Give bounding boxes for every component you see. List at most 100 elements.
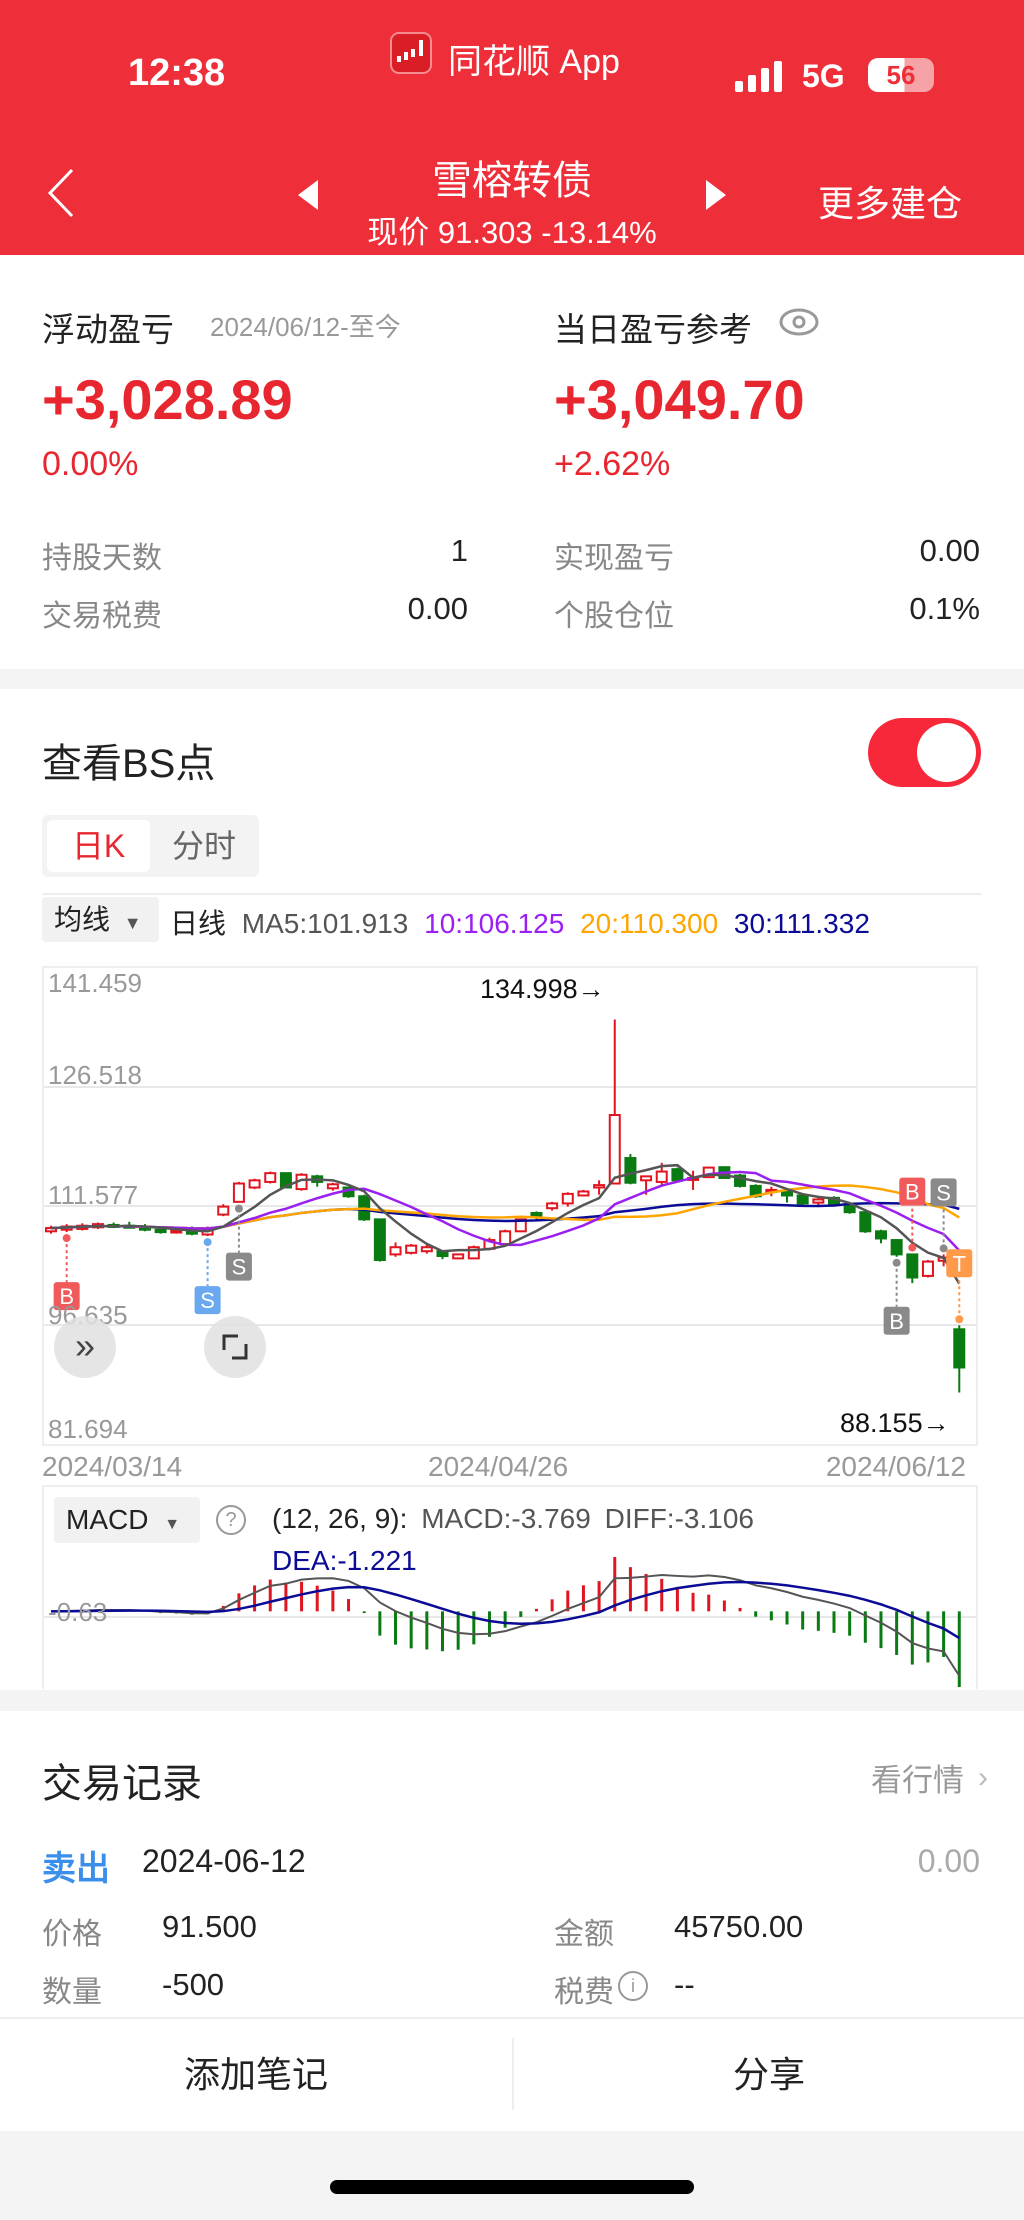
dea-value: DEA:-1.221 <box>272 1545 417 1576</box>
bs-marker-badge <box>946 1249 973 1278</box>
stock-title: 雪榕转债 <box>432 159 592 203</box>
fast-forward-icon[interactable]: » <box>54 1316 116 1378</box>
stock-price: 现价 91.303 -13.14% <box>367 215 657 250</box>
y-tick-label: 126.518 <box>48 1060 142 1090</box>
quantity-label: 数量 <box>42 1976 102 2009</box>
bs-toggle[interactable] <box>868 718 981 787</box>
daily-pl-pct: +2.62% <box>554 445 671 483</box>
max-price-annotation: 134.998→ <box>480 974 605 1004</box>
view-market-link[interactable]: 看行情 <box>871 1763 964 1798</box>
ma30-value: 30:111.332 <box>733 908 870 939</box>
battery-icon: 56 <box>868 58 934 92</box>
position-ratio-label: 个股仓位 <box>554 600 674 633</box>
realized-pl-value: 0.00 <box>919 533 980 568</box>
next-stock-icon[interactable] <box>706 180 726 210</box>
bs-panel: 查看BS点 日K 分时 均线 ▼ 日线 MA5:101.913 10:106.1… <box>0 689 1024 1690</box>
bs-marker-badge <box>883 1306 910 1335</box>
candle-body <box>921 1260 934 1277</box>
info-icon[interactable]: i <box>618 1971 648 2001</box>
bs-marker-dot <box>892 1258 901 1267</box>
floating-pl-pct: 0.00% <box>42 445 139 483</box>
candle-body <box>561 1192 574 1205</box>
ma-selector-label: 均线 <box>54 904 111 935</box>
candle-body <box>734 1174 747 1187</box>
back-icon[interactable] <box>46 168 76 218</box>
y-tick-label: 111.577 <box>48 1180 139 1210</box>
candle-body <box>640 1175 653 1182</box>
diff-value: DIFF:-3.106 <box>604 1503 754 1534</box>
trade-date: 2024-06-12 <box>142 1843 306 1879</box>
candle-body <box>467 1246 480 1260</box>
divider <box>512 2038 514 2110</box>
candle-body <box>405 1244 418 1254</box>
macd-chart[interactable]: MACD ▼ ? (12, 26, 9): MACD:-3.769 DIFF:-… <box>42 1485 978 1689</box>
more-position-button[interactable]: 更多建仓 <box>818 183 963 224</box>
ma5-line <box>50 1163 961 1285</box>
price-label: 价格 <box>42 1918 102 1951</box>
y-tick-label: 141.459 <box>48 968 142 998</box>
eye-icon[interactable] <box>778 307 820 337</box>
ma10-value: 10:106.125 <box>424 908 565 939</box>
quantity-value: -500 <box>162 1967 225 2002</box>
price-value: 91.500 <box>162 1909 257 1944</box>
candle-body <box>577 1190 590 1197</box>
divider <box>42 893 982 895</box>
status-time: 12:38 <box>128 52 226 94</box>
bs-marker-badge <box>930 1178 957 1207</box>
ma5-value: MA5:101.913 <box>241 908 409 939</box>
bs-marker-badge <box>53 1282 80 1311</box>
floating-pl-range: 2024/06/12-至今 <box>210 312 401 342</box>
candle-body <box>217 1205 230 1216</box>
macd-svg <box>44 1557 976 1687</box>
bs-title: 查看BS点 <box>42 742 216 786</box>
daily-pl-label: 当日盈亏参考 <box>554 311 752 348</box>
candle-body <box>859 1211 872 1233</box>
floating-pl-value: +3,028.89 <box>42 368 293 431</box>
candle-body <box>452 1253 465 1260</box>
tab-intraday[interactable]: 分时 <box>171 828 236 864</box>
fee-label: 税费 <box>554 1976 614 2009</box>
app-header: 12:38 同花顺 App 5G 56 雪榕转债 现价 91.303 -13.1… <box>0 0 1024 255</box>
dea-line <box>50 1580 960 1640</box>
ma-legend: 日线 MA5:101.913 10:106.125 20:110.300 30:… <box>170 902 870 942</box>
tab-daily-k[interactable]: 日K <box>47 820 150 872</box>
candle-body <box>812 1198 825 1204</box>
candle-body <box>593 1184 606 1189</box>
macd-params: (12, 26, 9): <box>272 1503 408 1534</box>
x-tick-label: 2024/06/12 <box>825 1451 966 1482</box>
bs-marker-label: S <box>936 1180 951 1205</box>
candle-body <box>796 1194 809 1205</box>
macd-selector[interactable]: MACD ▼ <box>54 1497 200 1543</box>
candle-body <box>326 1183 339 1190</box>
y-tick-label: 81.694 <box>48 1414 128 1444</box>
bs-marker-badge <box>899 1177 926 1206</box>
candle-body <box>373 1218 386 1261</box>
bs-marker-label: T <box>953 1251 966 1276</box>
daily-pl-value: +3,049.70 <box>554 368 805 431</box>
trade-records: 交易记录 看行情 › 卖出 2024-06-12 0.00 价格 91.500 … <box>0 1711 1024 2131</box>
chart-tabs: 日K 分时 <box>42 815 259 877</box>
bs-marker-dot <box>203 1238 212 1247</box>
bs-marker-label: B <box>905 1180 920 1205</box>
share-button[interactable]: 分享 <box>732 2054 805 2095</box>
candle-body <box>874 1230 887 1240</box>
home-indicator[interactable] <box>330 2180 694 2194</box>
macd-tick-label: -0.63 <box>48 1597 108 1627</box>
help-icon[interactable]: ? <box>216 1505 246 1535</box>
candle-body <box>624 1157 637 1184</box>
chevron-right-icon[interactable]: › <box>978 1761 988 1794</box>
prev-stock-icon[interactable] <box>298 180 318 210</box>
add-note-button[interactable]: 添加笔记 <box>183 2054 328 2095</box>
app-icon <box>390 32 432 74</box>
ma-selector[interactable]: 均线 ▼ <box>42 897 159 942</box>
trade-side: 卖出 <box>42 1850 110 1888</box>
candle-body <box>514 1218 527 1233</box>
app-name: 同花顺 App <box>448 43 620 81</box>
candle-body <box>781 1190 794 1197</box>
bs-marker-label: S <box>232 1255 247 1280</box>
trade-pl: 0.00 <box>917 1843 980 1879</box>
fullscreen-icon[interactable] <box>204 1316 266 1378</box>
macd-selector-label: MACD <box>66 1504 149 1535</box>
macd-legend: (12, 26, 9): MACD:-3.769 DIFF:-3.106 <box>272 1503 754 1535</box>
